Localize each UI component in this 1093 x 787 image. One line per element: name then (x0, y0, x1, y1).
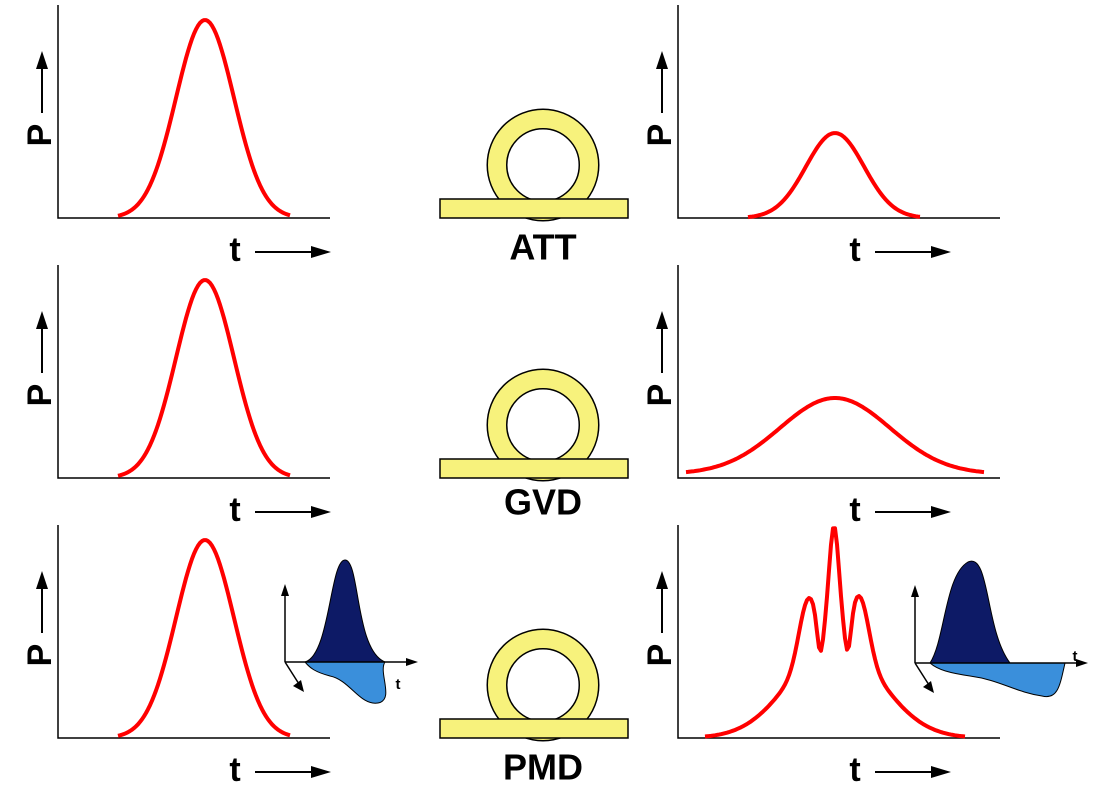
y-axis-label: P (21, 644, 59, 667)
fiber-base (439, 198, 629, 219)
inset-axis (284, 661, 300, 685)
fiber-label: PMD (503, 747, 583, 787)
x-arrow-head (931, 506, 951, 518)
pulse-curve (117, 538, 291, 738)
fiber-base (439, 718, 629, 739)
y-axis-label: P (21, 124, 59, 147)
y-axis-label: P (21, 384, 59, 407)
x-axis-label: t (229, 491, 240, 529)
inset-lower (928, 662, 1066, 698)
x-arrow-head (931, 766, 951, 778)
y-axis-label: P (641, 644, 679, 667)
x-axis-label: t (229, 231, 240, 269)
inset-arrow (923, 681, 934, 693)
fiber-base (439, 458, 629, 479)
inset-arrow (911, 585, 919, 597)
y-axis-label: P (641, 384, 679, 407)
fiber-loop (488, 110, 598, 220)
inset-arrow (281, 584, 289, 596)
inset-arrow (293, 680, 304, 692)
inset-axis (914, 662, 930, 686)
pulse-curve (747, 131, 921, 220)
axes (677, 525, 1000, 739)
fiber-loop (488, 630, 598, 740)
inset-x-label: t (1073, 648, 1078, 665)
axes (57, 5, 330, 219)
pulse-curve (704, 526, 966, 739)
axes (57, 265, 330, 479)
axes (57, 525, 330, 739)
x-axis-label: t (229, 751, 240, 787)
fiber-loop (488, 370, 598, 480)
axes (677, 5, 1000, 219)
x-arrow-head (311, 766, 331, 778)
pulse-curve (117, 278, 291, 478)
fiber-label: ATT (509, 227, 576, 268)
y-arrow-head (36, 311, 48, 329)
inset-x-label: t (396, 676, 401, 693)
fiber-label: GVD (504, 482, 582, 523)
y-arrow-head (656, 311, 668, 329)
y-arrow-head (36, 571, 48, 589)
x-arrow-head (311, 506, 331, 518)
inset-upper (304, 559, 386, 663)
axes (677, 265, 1000, 479)
x-axis-label: t (849, 751, 860, 787)
y-axis-label: P (641, 124, 679, 147)
x-axis-label: t (849, 231, 860, 269)
inset-upper (929, 560, 1012, 664)
x-arrow-head (311, 246, 331, 258)
pulse-curve (117, 18, 291, 218)
y-arrow-head (36, 51, 48, 69)
inset-lower (303, 661, 387, 704)
inset-arrow (406, 658, 418, 666)
y-arrow-head (656, 571, 668, 589)
x-arrow-head (931, 246, 951, 258)
pulse-curve (685, 396, 985, 475)
inset-arrow (1076, 659, 1088, 667)
y-arrow-head (656, 51, 668, 69)
x-axis-label: t (849, 491, 860, 529)
